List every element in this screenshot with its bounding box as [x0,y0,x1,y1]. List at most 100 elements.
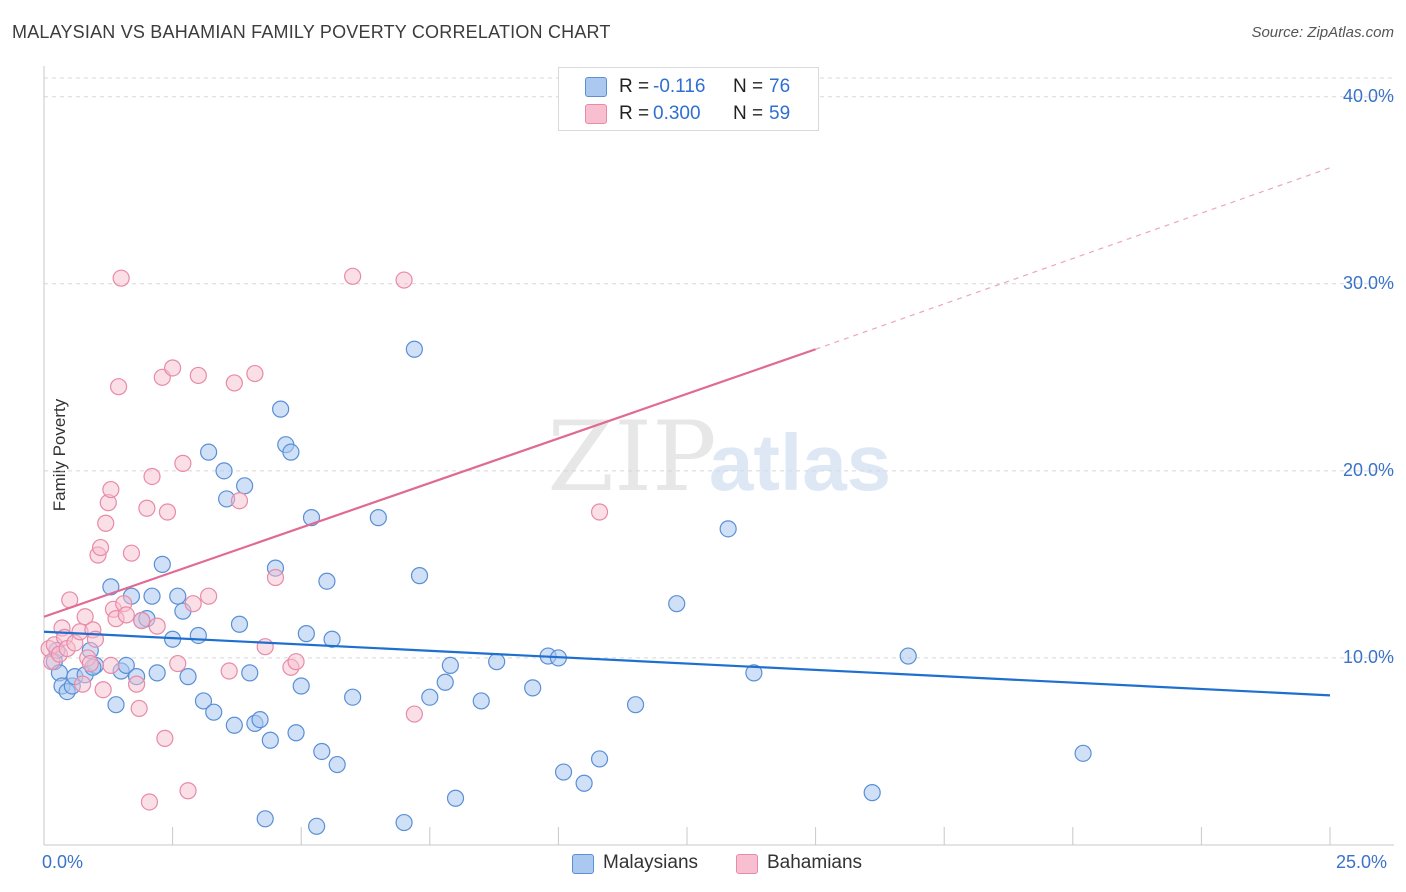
malaysian-point [668,595,686,613]
bahamian-point [156,729,174,747]
malaysian-point [436,673,454,691]
y-tick-label: 40.0% [1342,85,1394,106]
malaysian-point [205,703,223,721]
y-tick-label: 10.0% [1342,646,1394,667]
malaysian-point [241,664,259,682]
r-label: R = [619,103,650,124]
malaysian-point [292,677,310,695]
bahamian-legend-swatch [736,854,758,874]
malaysian-point [421,688,439,706]
bahamian-trend-line [43,348,816,618]
bahamian-point [230,492,249,510]
bahamian-point [148,617,166,635]
bahamian-point [130,699,148,718]
bahamian-point [590,503,609,521]
bahamian-points [40,267,609,811]
bahamian-point [220,662,238,680]
n-value: 76 [769,76,791,97]
malaysian-point [261,731,279,749]
malaysian-point [189,626,207,645]
axes [43,66,1394,846]
bahamian-point [246,364,264,383]
bahamian-point [112,269,130,287]
bahamian-point [97,514,115,532]
bahamian-point [73,675,92,693]
malaysian-point [472,692,490,710]
malaysian-point [313,742,331,761]
y-tick-label: 30.0% [1342,272,1394,293]
malaysian-point [251,711,269,729]
malaysian-point [626,696,645,714]
malaysian-point [169,587,187,605]
malaysian-point [554,763,573,781]
watermark-zip: ZIP [547,401,716,513]
bahamian-point [287,653,305,671]
malaysian-trend-line [43,630,1331,697]
malaysian-point [863,784,881,802]
malaysian-point [745,664,763,682]
r-label: R = [619,76,650,97]
r-value: 0.300 [653,103,701,124]
bahamian-point [184,595,202,613]
r-value: -0.116 [653,76,706,97]
bahamian-point [179,782,197,800]
malaysian-point [323,630,341,648]
series-legend: Malaysians Bahamians [572,852,892,876]
bahamian-point [81,654,99,673]
malaysian-point [179,668,197,686]
malaysian-point [225,716,243,734]
malaysian-point [107,696,125,714]
grid-lines [44,77,1394,659]
x-tick-label-min: 0.0% [42,852,84,872]
bahamian-swatch [585,104,607,124]
bahamian-point [140,793,159,811]
malaysian-point [488,653,506,671]
bahamian-point [91,538,110,557]
correlation-legend: R = -0.116 N = 76 R = 0.300 N = 59 [558,67,819,131]
malaysian-point [899,647,917,665]
n-value: 59 [769,103,791,124]
x-tick-label-max: 25.0% [1336,852,1388,872]
malaysian-point [446,789,465,807]
bahamian-point [405,705,423,723]
bahamian-point [138,499,156,517]
bahamian-point [94,681,112,699]
malaysian-point [194,692,213,710]
bahamian-point [143,467,161,486]
bahamian-point [102,480,120,499]
bahamian-legend-label: Bahamians [767,852,863,873]
malaysian-point [153,555,171,573]
malaysian-point [344,688,362,706]
malaysian-point [256,810,274,828]
malaysian-point [369,509,387,527]
malaysian-legend-label: Malaysians [603,852,699,873]
malaysian-point [328,755,346,774]
malaysian-point [287,724,305,742]
bahamian-point [266,568,285,587]
malaysian-point [143,587,161,605]
bahamian-point [200,587,218,605]
malaysian-swatch [585,77,607,97]
malaysian-point [524,679,542,697]
bahamian-point [109,378,128,396]
malaysian-point [102,578,120,596]
bahamian-point [256,638,274,656]
bahamian-point [127,675,146,693]
bahamian-point [164,359,182,377]
malaysian-point [148,664,166,682]
bahamian-point [158,503,177,521]
bahamian-point [344,267,362,285]
y-tick-label: 20.0% [1342,459,1394,480]
malaysian-point [441,656,459,675]
malaysian-point [272,400,290,418]
bahamian-point [395,271,413,289]
chart-title: MALAYSIAN VS BAHAMIAN FAMILY POVERTY COR… [12,22,611,42]
malaysian-point [410,567,429,585]
malaysian-point [719,520,737,538]
bahamian-point [122,544,141,562]
n-label: N = [733,103,764,124]
n-label: N = [733,76,764,97]
malaysian-point [215,462,233,480]
malaysian-point [395,813,413,832]
